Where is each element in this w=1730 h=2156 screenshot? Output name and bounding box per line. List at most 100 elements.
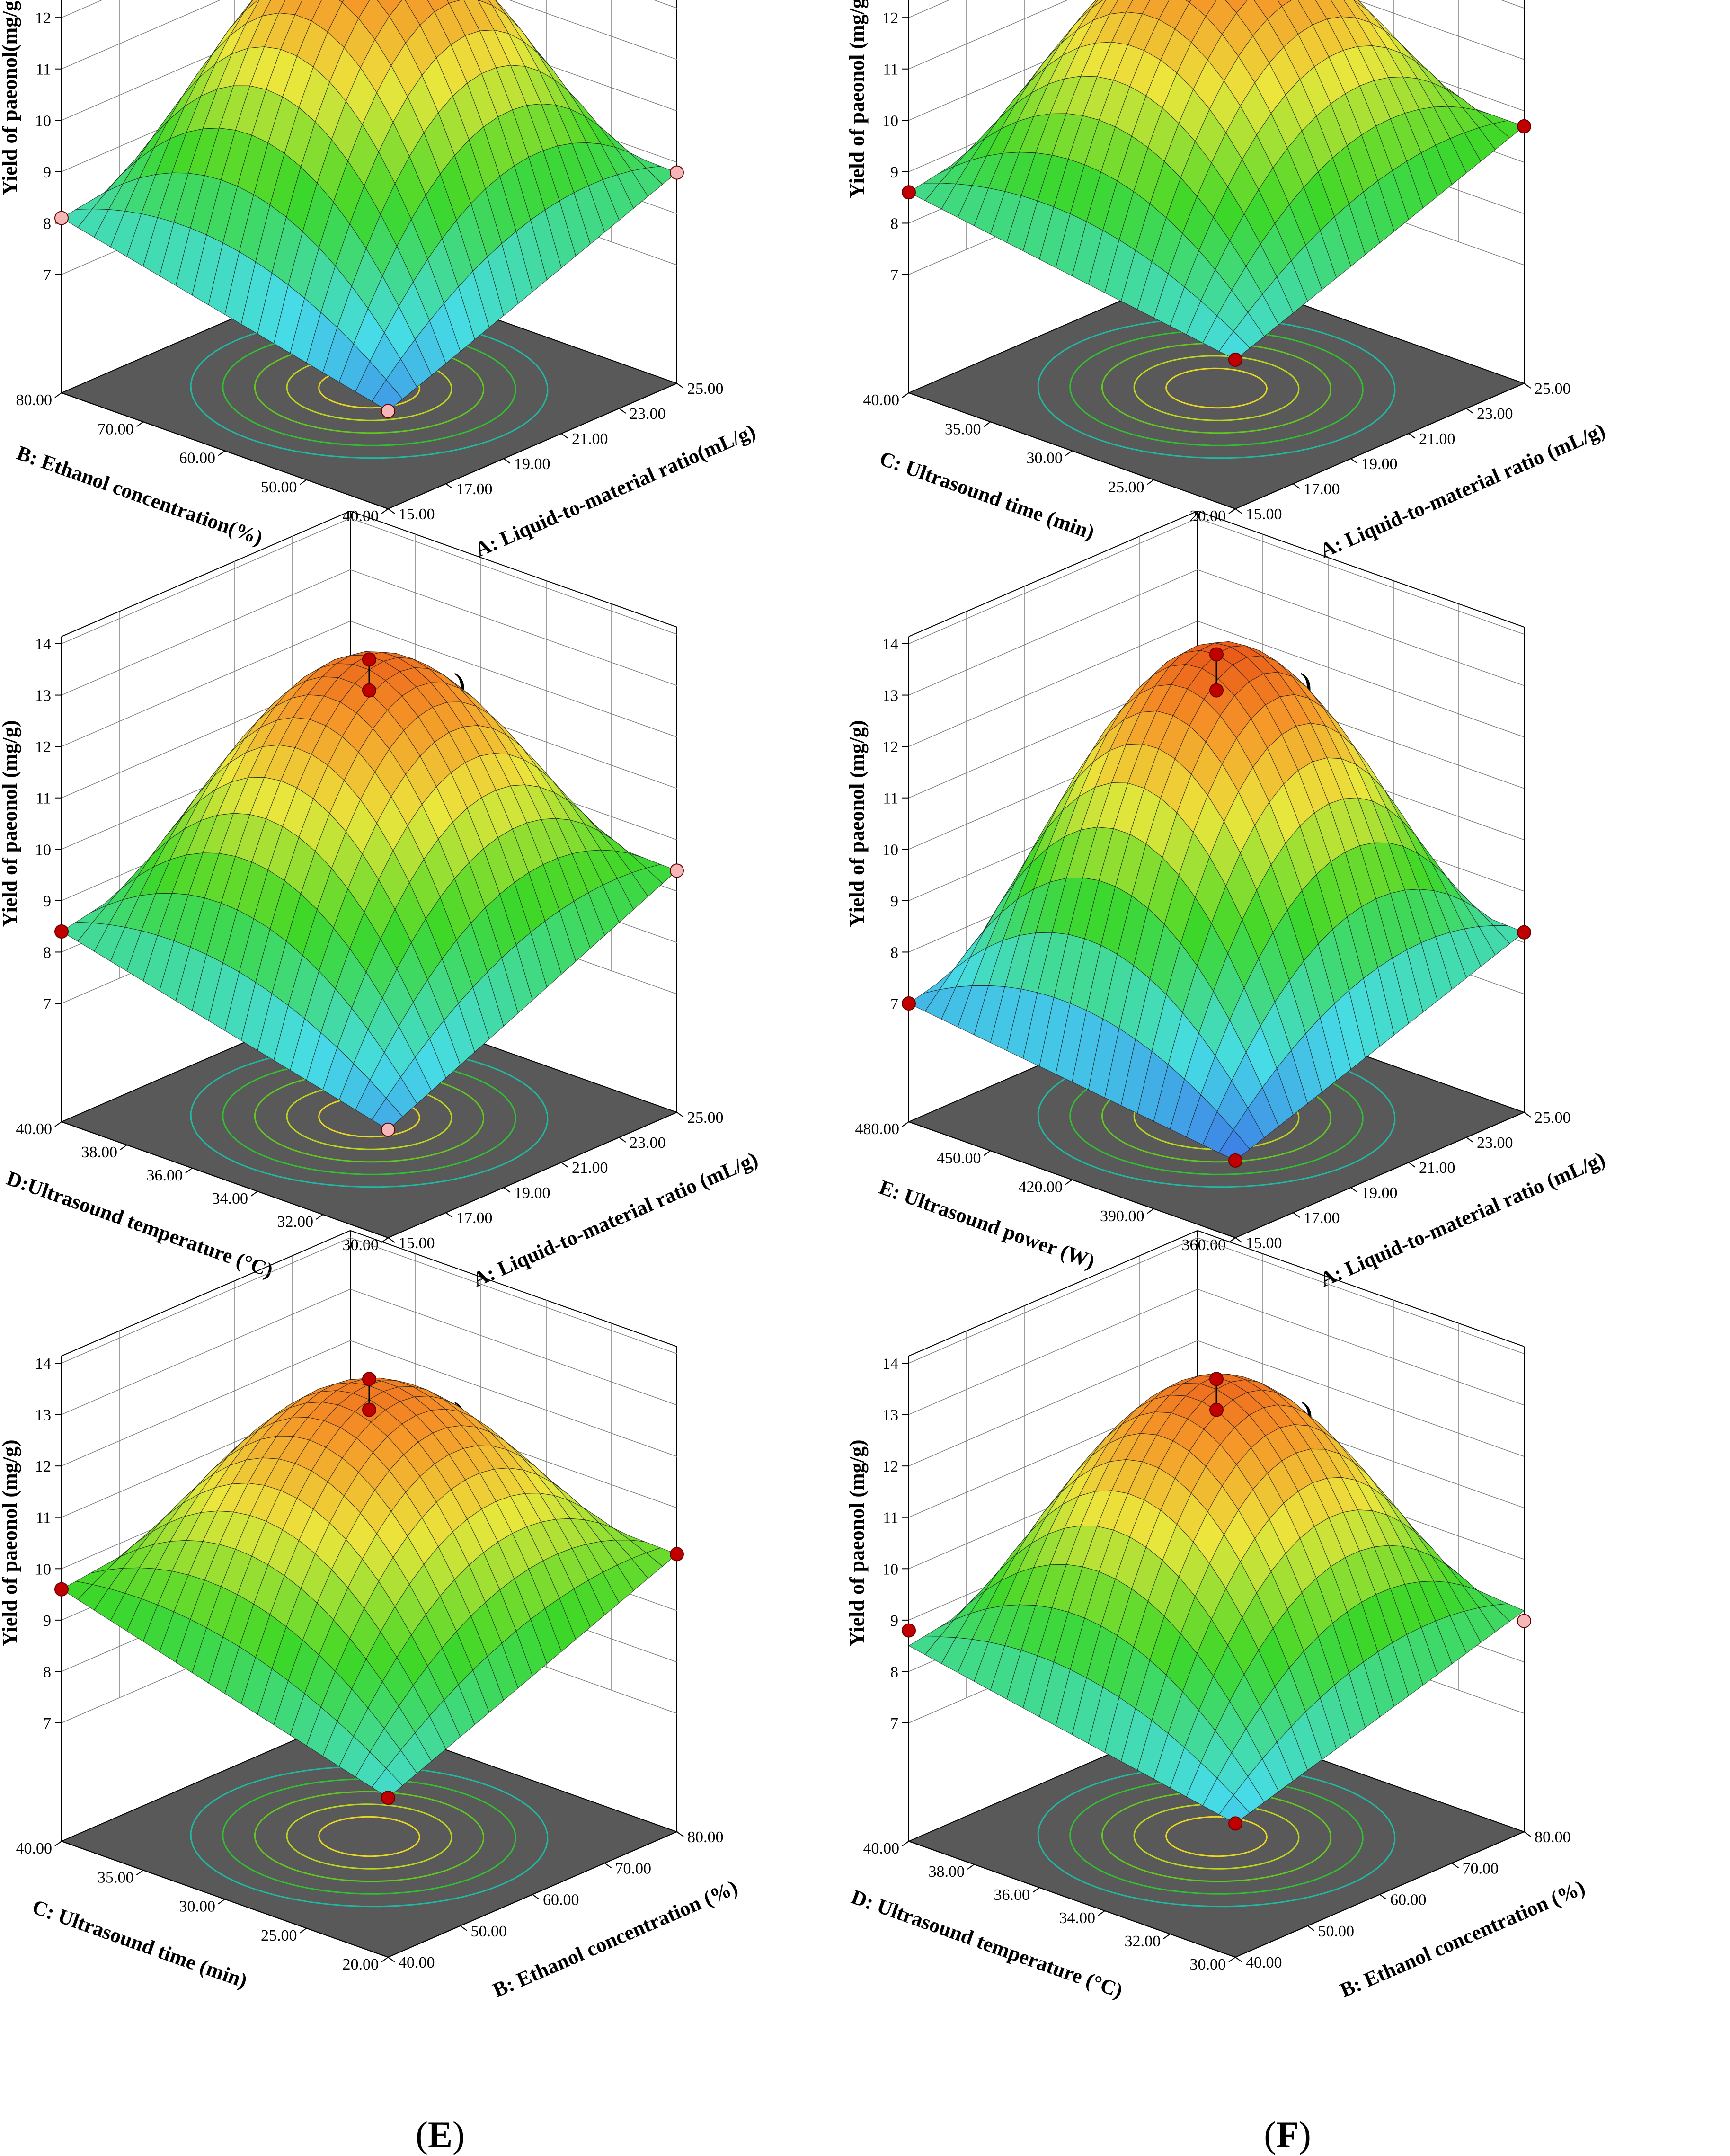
- y-tick-label: 25.00: [261, 1927, 297, 1944]
- wall-top-edge: [1197, 510, 1525, 628]
- y-tick-mark: [983, 421, 991, 427]
- x-tick-mark: [1350, 1187, 1358, 1193]
- z-tick-label: 12: [35, 1458, 51, 1475]
- z-tick-label: 13: [35, 1407, 51, 1424]
- z-tick-label: 14: [882, 1355, 898, 1373]
- z-tick-label: 7: [43, 995, 51, 1013]
- wall-grid-line: [61, 1237, 677, 1364]
- x-tick-mark: [1379, 1894, 1387, 1900]
- panel-b: 7 8 9 10 11 12 13 14 Yield of paeonol (mg/g) 15.0…: [845, 0, 1709, 707]
- design-point: [1517, 119, 1531, 133]
- z-tick-label: 9: [890, 164, 898, 181]
- chart-f: 7 8 9 10 11 12 13 14 Yield of paeonol (mg/g) 40.0…: [845, 1230, 1588, 2003]
- z-tick-label: 7: [890, 995, 898, 1013]
- y-tick-label: 35.00: [98, 1869, 134, 1886]
- wall-top-edge: [908, 1230, 1198, 1357]
- z-axis-title: Yield of paeonol (mg/g): [845, 0, 869, 198]
- surface-cell: [1218, 331, 1251, 360]
- wall-grid-line: [61, 0, 677, 121]
- x-tick-mark: [619, 408, 626, 414]
- y-tick-mark: [218, 1899, 225, 1905]
- z-tick-label: 8: [43, 215, 51, 232]
- z-tick-label: 11: [35, 1509, 51, 1527]
- x-tick-label: 21.00: [1419, 430, 1455, 448]
- wall-grid-line: [61, 1340, 677, 1466]
- y-tick-mark: [381, 1957, 389, 1962]
- x-tick-label: 23.00: [1477, 405, 1513, 423]
- z-tick-label: 14: [882, 636, 898, 653]
- x-tick-mark: [1466, 1137, 1473, 1143]
- z-tick-label: 10: [35, 1561, 51, 1578]
- x-tick-mark: [1293, 483, 1300, 489]
- y-tick-mark: [316, 1214, 323, 1220]
- wall-grid-line: [908, 1288, 1525, 1415]
- y-axis-title: C: Ultrasound time (min): [29, 1895, 250, 1993]
- y-tick-label: 480.00: [855, 1120, 900, 1138]
- x-tick-label: 23.00: [1477, 1134, 1513, 1152]
- panel-e: 7 8 9 10 11 12 13 14 Yield of paeonol (mg/g) 40.0…: [0, 1230, 861, 2155]
- y-tick-mark: [54, 1841, 62, 1846]
- z-tick-label: 11: [35, 61, 51, 79]
- surface-cell: [371, 1097, 403, 1130]
- response-surface: [908, 641, 1525, 1161]
- x-tick-label: 15.00: [399, 506, 435, 523]
- x-tick-label: 23.00: [630, 405, 666, 423]
- y-tick-label: 36.00: [147, 1167, 183, 1184]
- y-tick-mark: [1032, 1887, 1040, 1893]
- design-point: [54, 1582, 69, 1597]
- z-tick-label: 11: [883, 61, 898, 79]
- design-point: [670, 1547, 684, 1562]
- y-axis-line: [61, 1121, 389, 1238]
- x-tick-label: 21.00: [572, 1159, 608, 1177]
- x-tick-mark: [1235, 508, 1242, 514]
- wall-grid-line: [908, 621, 1525, 747]
- response-surface: [61, 1377, 678, 1798]
- z-tick-label: 10: [882, 841, 898, 859]
- caption-f: (F): [1264, 2114, 1311, 2155]
- z-tick-label: 12: [882, 1458, 898, 1475]
- y-tick-mark: [185, 1168, 193, 1173]
- response-surface: [61, 0, 678, 412]
- design-point: [1209, 647, 1224, 662]
- y-tick-mark: [381, 508, 389, 514]
- x-tick-mark: [604, 1863, 612, 1869]
- wall-top-edge: [61, 510, 351, 637]
- z-tick-label: 9: [43, 893, 51, 910]
- floor-contour-line: [318, 1816, 420, 1857]
- floor-contour-line: [1133, 355, 1300, 421]
- x-tick-mark: [1350, 458, 1358, 464]
- y-tick-mark: [1228, 1957, 1236, 1962]
- floor-contour-line: [1133, 1803, 1300, 1870]
- x-tick-label: 70.00: [615, 1860, 652, 1877]
- x-tick-mark: [1307, 1925, 1315, 1931]
- wall-top-edge: [61, 1230, 351, 1357]
- surface-cell: [371, 379, 403, 412]
- y-tick-mark: [54, 1121, 62, 1127]
- z-tick-label: 13: [35, 687, 51, 705]
- y-tick-mark: [120, 1145, 127, 1150]
- x-tick-label: 15.00: [399, 1234, 435, 1252]
- x-tick-label: 17.00: [1304, 1209, 1340, 1227]
- z-tick-label: 7: [890, 1715, 898, 1732]
- x-tick-mark: [676, 1831, 684, 1837]
- x-tick-label: 15.00: [1246, 1234, 1282, 1252]
- z-tick-label: 7: [43, 266, 51, 284]
- wall-grid-line: [61, 1288, 677, 1415]
- z-tick-label: 10: [35, 112, 51, 130]
- y-tick-label: 32.00: [1125, 1933, 1161, 1950]
- z-axis-title: Yield of paeonol (mg/g): [0, 720, 21, 927]
- x-tick-mark: [460, 1925, 468, 1931]
- y-tick-label: 390.00: [1100, 1207, 1144, 1225]
- y-tick-mark: [250, 1191, 258, 1197]
- z-tick-label: 12: [35, 9, 51, 27]
- y-tick-label: 30.00: [343, 1236, 379, 1254]
- wall-grid-line: [908, 518, 1525, 644]
- design-point: [362, 1372, 376, 1386]
- x-tick-label: 40.00: [399, 1954, 435, 1971]
- z-tick-label: 9: [890, 1612, 898, 1630]
- design-point: [902, 185, 916, 200]
- floor-contour-line: [1165, 1816, 1268, 1857]
- x-tick-label: 15.00: [1246, 506, 1282, 523]
- y-tick-label: 38.00: [81, 1144, 118, 1161]
- wall-grid-line: [61, 0, 677, 70]
